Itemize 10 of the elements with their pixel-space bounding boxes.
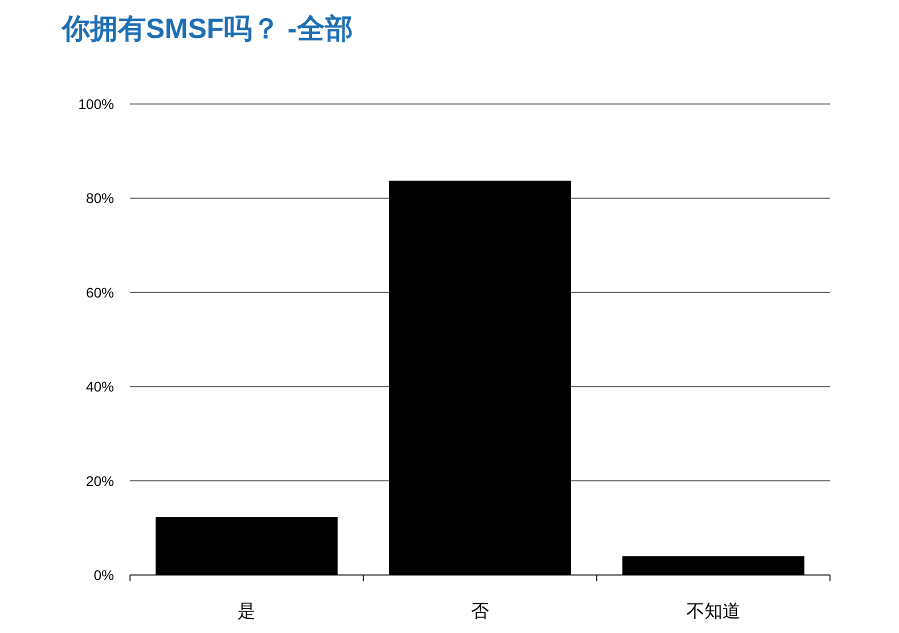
- y-tick-label: 0%: [94, 567, 114, 583]
- y-tick-label: 40%: [86, 378, 114, 395]
- x-tick-label: 否: [471, 601, 489, 621]
- x-tick-label: 不知道: [686, 601, 740, 621]
- chart-title: 你拥有SMSF吗？ -全部: [60, 13, 353, 44]
- y-tick-label: 20%: [86, 472, 114, 489]
- y-tick-label: 100%: [78, 96, 114, 112]
- y-tick-label: 80%: [86, 190, 114, 206]
- x-tick-label: 是: [238, 601, 256, 621]
- y-tick-label: 60%: [86, 284, 114, 300]
